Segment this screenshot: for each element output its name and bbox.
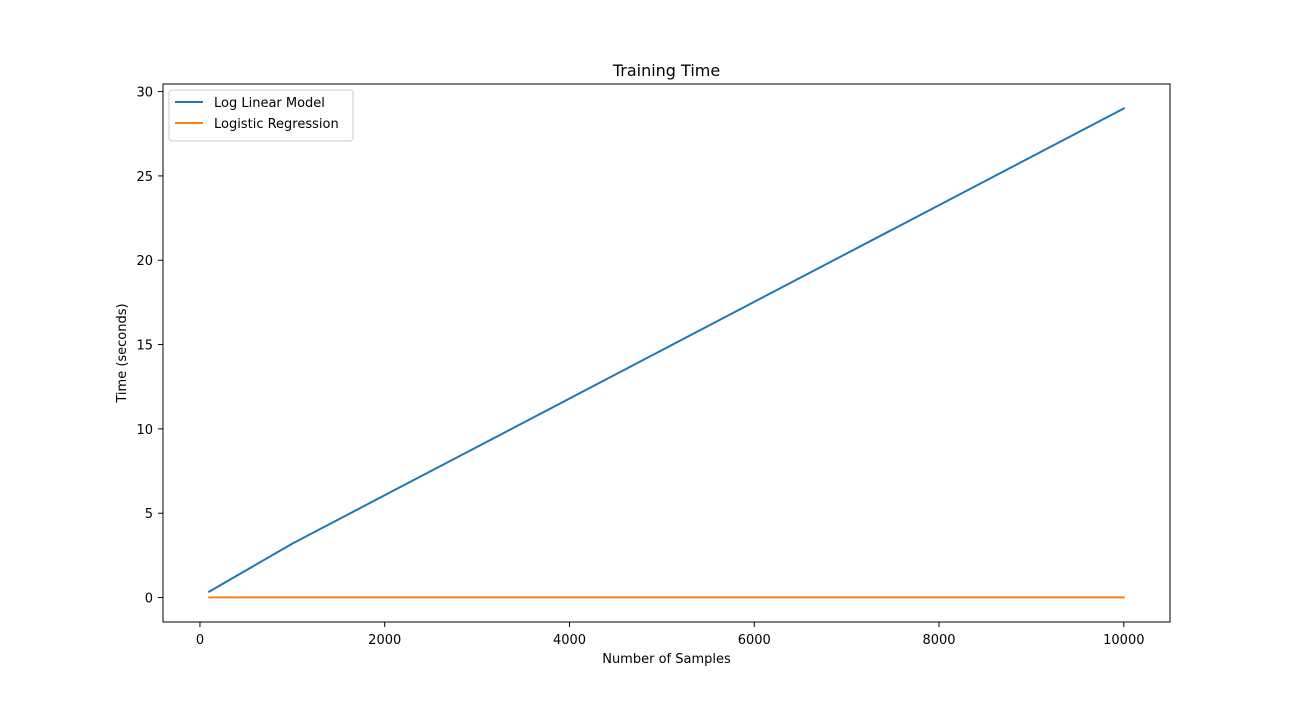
y-axis-label: Time (seconds) (115, 303, 130, 403)
y-tick-label: 30 (136, 86, 153, 101)
y-tick-label: 15 (136, 339, 153, 354)
legend: Log Linear Model Logistic Regression (168, 89, 354, 142)
x-tick-label: 6000 (738, 633, 771, 648)
y-tick-label: 5 (145, 507, 153, 522)
y-tick-label: 25 (136, 170, 153, 185)
series-line-1 (207, 107, 1126, 594)
x-axis-label: Number of Samples (602, 652, 731, 667)
x-tick-label: 8000 (922, 633, 955, 648)
plot-area-frame (162, 83, 1171, 623)
chart-title: Training Time (612, 61, 720, 80)
legend-label: Logistic Regression (214, 117, 339, 132)
x-axis: 0 2000 4000 6000 8000 10000 (196, 622, 1144, 648)
y-axis: 0 5 10 15 20 25 30 (136, 86, 163, 607)
x-tick-label: 0 (196, 633, 204, 648)
x-tick-label: 4000 (553, 633, 586, 648)
legend-label: Log Linear Model (214, 96, 325, 111)
legend-box (168, 89, 354, 142)
y-tick-label: 10 (136, 423, 153, 438)
x-tick-label: 10000 (1103, 633, 1144, 648)
x-tick-label: 2000 (368, 633, 401, 648)
series-layer (207, 107, 1126, 599)
y-tick-label: 20 (136, 254, 153, 269)
y-tick-label: 0 (145, 592, 153, 607)
